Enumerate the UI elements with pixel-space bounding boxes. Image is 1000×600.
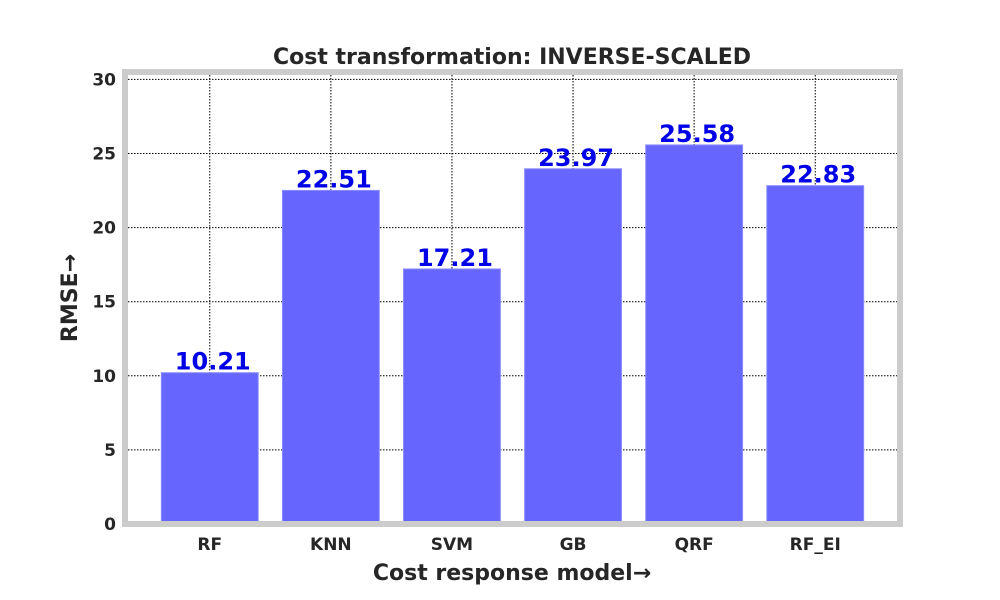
y-axis-ticks: 0 5 10 15 20 25 30 (92, 70, 116, 535)
chart-title: Cost transformation: INVERSE-SCALED (273, 45, 751, 70)
y-tick-label: 5 (104, 441, 116, 461)
y-tick-label: 0 (104, 515, 116, 535)
y-axis-label: RMSE→ (58, 254, 83, 342)
data-labels: 10.21 22.51 17.21 23.97 25.58 22.83 (175, 120, 856, 376)
x-tick-label: SVM (431, 535, 473, 555)
x-tick-label: RF (197, 535, 222, 555)
x-tick-label: KNN (310, 535, 352, 555)
data-label-gb: 23.97 (538, 144, 614, 172)
data-label-knn: 22.51 (296, 165, 372, 193)
data-label-svm: 17.21 (417, 244, 493, 272)
x-tick-label: QRF (675, 535, 714, 555)
bar-svm (403, 268, 501, 525)
bar-qrf (645, 144, 744, 525)
y-tick-label: 30 (92, 70, 116, 90)
y-tick-label: 25 (92, 145, 116, 165)
y-tick-label: 20 (92, 219, 116, 239)
data-label-rf: 10.21 (175, 348, 251, 376)
bar-rf (160, 372, 259, 525)
x-tick-label: RF_EI (790, 535, 841, 555)
y-tick-label: 10 (92, 367, 116, 387)
data-label-qrf: 25.58 (659, 120, 735, 148)
x-tick-label: GB (560, 535, 587, 555)
x-axis-label: Cost response model→ (373, 561, 651, 586)
x-axis-ticks: RF KNN SVM GB QRF RF_EI (197, 535, 840, 555)
bar-gb (524, 168, 622, 525)
data-label-rf_ei: 22.83 (780, 161, 856, 189)
y-tick-label: 15 (92, 293, 116, 313)
bar-knn (281, 189, 380, 525)
bar-rf_ei (766, 185, 865, 525)
bars (160, 144, 865, 525)
plot-frame (122, 69, 903, 527)
